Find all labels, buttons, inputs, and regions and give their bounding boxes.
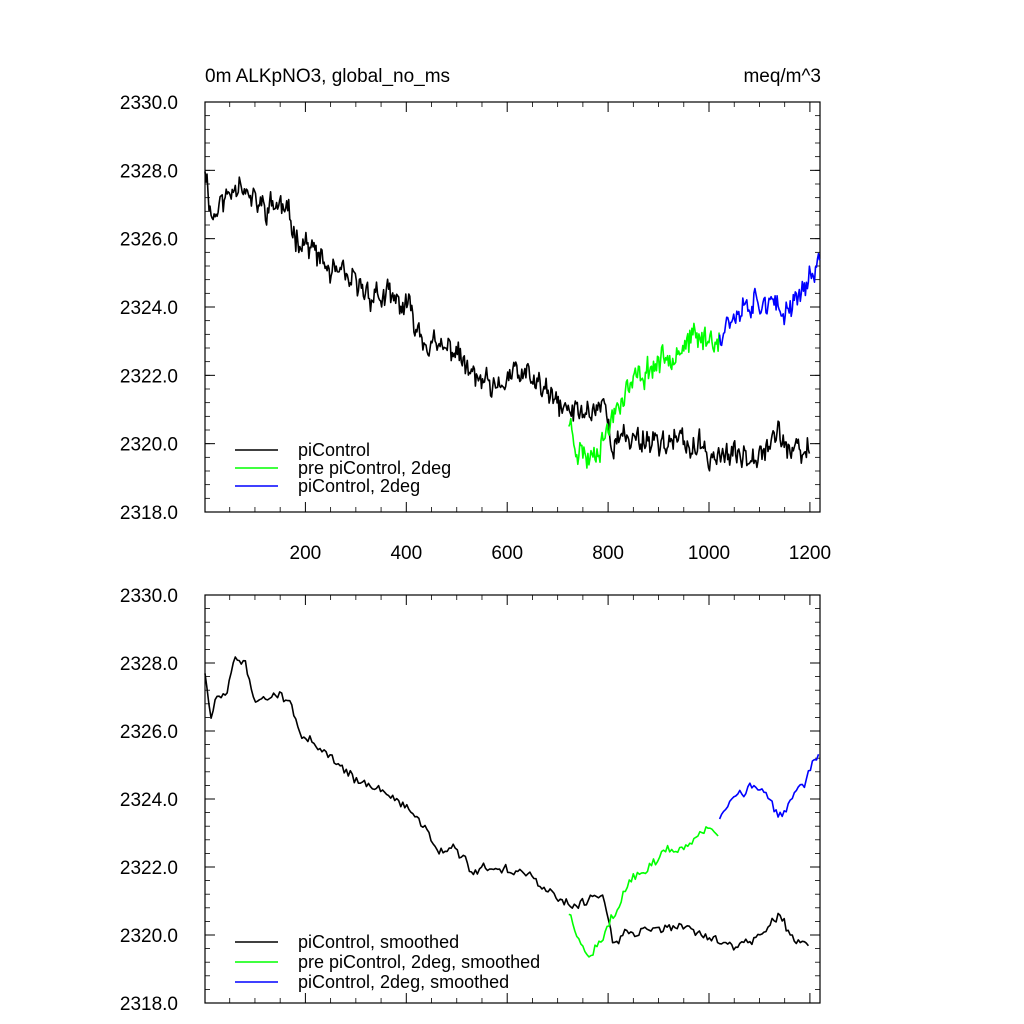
x-tick-label: 800 xyxy=(592,543,624,564)
legend-label: pre piControl, 2deg xyxy=(298,458,451,478)
y-tick-label: 2320.0 xyxy=(120,926,178,947)
y-tick-label: 2320.0 xyxy=(120,435,178,456)
x-tick-label: 1000 xyxy=(688,543,730,564)
y-tick-label: 2330.0 xyxy=(120,586,178,607)
bottom-series xyxy=(204,656,820,958)
y-tick-label: 2326.0 xyxy=(120,722,178,743)
y-tick-label: 2322.0 xyxy=(120,366,178,387)
x-tick-label: 1200 xyxy=(789,543,831,564)
top-y-ticks: 2318.0 2320.0 2322.0 2324.0 2326.0 2328.0 2330… xyxy=(120,93,820,524)
x-tick-label: 600 xyxy=(491,543,523,564)
top-panel-title-right: meq/m^3 xyxy=(743,66,821,87)
series-line-pre-picontrol-2deg xyxy=(568,322,720,469)
legend-label: piControl, 2deg xyxy=(298,476,420,496)
series-line-picontrol xyxy=(204,171,811,472)
top-x-ticks: 200 400 600 800 1000 1200 xyxy=(229,102,831,564)
series-line-picontrol-2deg-smoothed xyxy=(718,753,820,820)
bottom-x-ticks xyxy=(229,595,811,1003)
legend-label: pre piControl, 2deg, smoothed xyxy=(298,952,540,972)
top-panel: 0m ALKpNO3, global_no_ms meq/m^3 2318.02… xyxy=(120,66,831,564)
y-tick-label: 2328.0 xyxy=(120,161,178,182)
series-line-pre-picontrol-2deg-smoothed xyxy=(568,826,719,958)
y-tick-label: 2324.0 xyxy=(120,790,178,811)
x-tick-label: 200 xyxy=(290,543,322,564)
top-series xyxy=(204,171,821,472)
y-tick-label: 2322.0 xyxy=(120,858,178,879)
legend-label: piControl, 2deg, smoothed xyxy=(298,972,509,992)
y-tick-label: 2330.0 xyxy=(120,93,178,114)
legend-label: piControl, smoothed xyxy=(298,932,459,952)
legend-label: piControl xyxy=(298,440,370,460)
bottom-panel: 2318.0 2320.0 2322.0 2324.0 2326.0 2328.0 2330… xyxy=(120,586,821,1015)
top-panel-title-left: 0m ALKpNO3, global_no_ms xyxy=(205,66,450,87)
y-tick-label: 2318.0 xyxy=(120,503,178,524)
y-tick-label: 2318.0 xyxy=(120,994,178,1015)
series-line-picontrol-smoothed xyxy=(204,656,810,951)
y-tick-label: 2326.0 xyxy=(120,230,178,251)
y-tick-label: 2328.0 xyxy=(120,654,178,675)
bottom-y-ticks: 2318.0 2320.0 2322.0 2324.0 2326.0 2328.0 2330… xyxy=(120,586,820,1015)
x-tick-label: 400 xyxy=(390,543,422,564)
y-tick-label: 2324.0 xyxy=(120,298,178,319)
series-line-picontrol-2deg xyxy=(718,252,821,347)
